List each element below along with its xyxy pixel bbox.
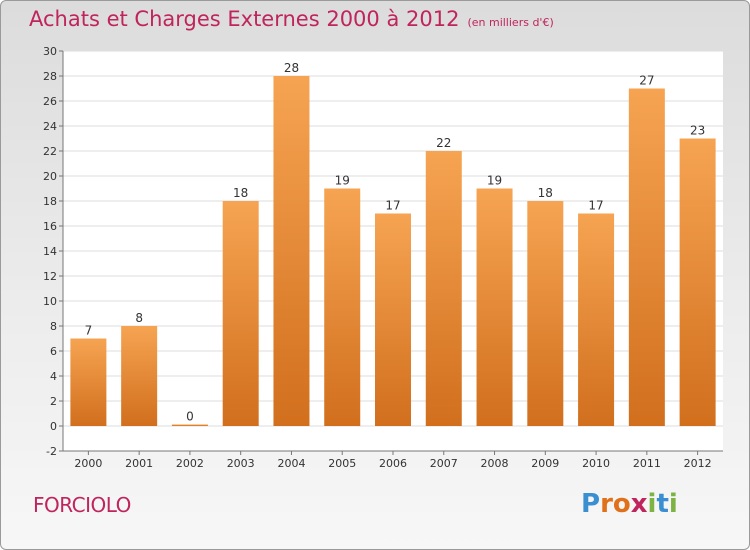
- x-tick-label: 2004: [277, 457, 305, 470]
- bar: [679, 138, 716, 426]
- y-tick-label: 30: [43, 45, 57, 58]
- data-label: 17: [588, 199, 603, 213]
- x-tick-label: 2000: [74, 457, 102, 470]
- logo-letter: t: [656, 489, 669, 519]
- bar: [476, 188, 513, 426]
- data-label: 7: [85, 324, 93, 338]
- y-tick-label: 6: [50, 345, 57, 358]
- y-tick-label: 16: [43, 220, 57, 233]
- x-tick-label: 2011: [633, 457, 661, 470]
- logo-letter: i: [668, 489, 678, 519]
- bar: [273, 76, 310, 426]
- data-label: 0: [186, 410, 194, 424]
- y-tick-label: 0: [50, 420, 57, 433]
- x-tick-label: 2010: [582, 457, 610, 470]
- x-tick-label: 2005: [328, 457, 356, 470]
- commune-name: FORCIOLO: [33, 493, 131, 517]
- data-label: 17: [385, 199, 400, 213]
- logo-letter: P: [581, 489, 601, 519]
- y-tick-label: 26: [43, 95, 57, 108]
- logo-letter: r: [600, 489, 613, 519]
- y-tick-label: 28: [43, 70, 57, 83]
- bar: [121, 326, 158, 426]
- x-tick-label: 2012: [684, 457, 712, 470]
- bar: [425, 151, 462, 426]
- bar: [628, 88, 665, 426]
- x-tick-label: 2002: [176, 457, 204, 470]
- y-tick-label: 18: [43, 195, 57, 208]
- bar: [222, 201, 259, 426]
- logo-letter: i: [647, 489, 657, 519]
- data-label: 8: [135, 311, 143, 325]
- y-tick-label: 4: [50, 370, 57, 383]
- data-label: 19: [335, 174, 350, 188]
- data-label: 18: [538, 186, 553, 200]
- y-tick-label: 8: [50, 320, 57, 333]
- proxiti-logo: Proxiti: [581, 489, 678, 519]
- data-label: 22: [436, 136, 451, 150]
- title-text: Achats et Charges Externes 2000 à 2012: [29, 7, 460, 31]
- unit-label: (en milliers d'€): [467, 16, 554, 29]
- y-tick-label: 12: [43, 270, 57, 283]
- y-tick-label: 14: [43, 245, 57, 258]
- y-tick-label: 22: [43, 145, 57, 158]
- x-tick-label: 2009: [531, 457, 559, 470]
- data-label: 23: [690, 124, 705, 138]
- data-label: 28: [284, 61, 299, 75]
- bar: [527, 201, 564, 426]
- x-tick-label: 2001: [125, 457, 153, 470]
- bar: [375, 213, 411, 426]
- bar: [171, 424, 208, 426]
- chart-title: Achats et Charges Externes 2000 à 2012 (e…: [29, 7, 554, 31]
- y-tick-label: 24: [43, 120, 57, 133]
- data-label: 27: [639, 74, 654, 88]
- x-tick-label: 2007: [430, 457, 458, 470]
- y-tick-label: -2: [46, 445, 57, 458]
- bar: [70, 338, 107, 426]
- bar: [578, 213, 615, 426]
- logo-letter: o: [612, 489, 631, 519]
- y-tick-label: 10: [43, 295, 57, 308]
- data-label: 18: [233, 186, 248, 200]
- y-tick-label: 20: [43, 170, 57, 183]
- bar: [324, 188, 361, 426]
- y-tick-label: 2: [50, 395, 57, 408]
- data-label: 19: [487, 174, 502, 188]
- x-tick-label: 2008: [481, 457, 509, 470]
- x-tick-label: 2006: [379, 457, 407, 470]
- x-tick-label: 2003: [227, 457, 255, 470]
- logo-letter: x: [630, 489, 648, 519]
